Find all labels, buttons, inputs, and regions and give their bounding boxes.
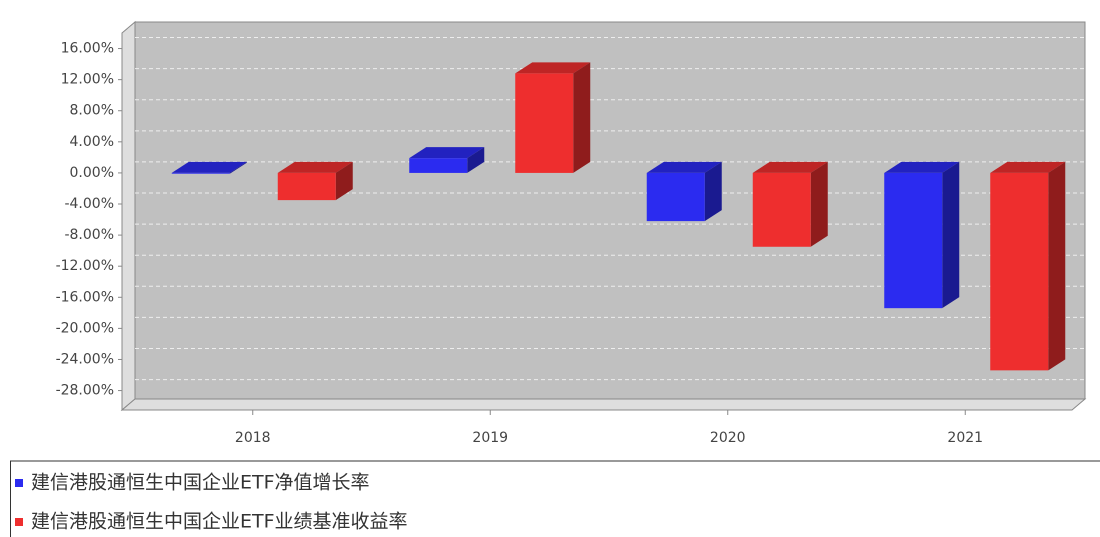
- bar-top: [409, 147, 485, 159]
- y-tick-label: -12.00%: [56, 258, 114, 274]
- y-tick-label: 4.00%: [70, 134, 114, 150]
- y-tick-label: -16.00%: [56, 289, 114, 305]
- bar-side: [229, 161, 247, 174]
- y-tick-label: -24.00%: [56, 351, 114, 367]
- y-tick-label: -8.00%: [64, 227, 114, 243]
- bar-side: [335, 161, 353, 201]
- bar-top: [990, 161, 1066, 173]
- bar: [990, 172, 1049, 371]
- x-tick-label: 2021: [947, 430, 983, 446]
- legend-swatch: [15, 479, 23, 487]
- x-tick-label: 2018: [235, 430, 271, 446]
- legend-swatch: [15, 518, 23, 526]
- bar: [515, 73, 574, 173]
- y-tick-label: 8.00%: [70, 103, 114, 119]
- bar: [884, 172, 943, 309]
- bar-side: [810, 161, 828, 247]
- bar-side: [1048, 161, 1066, 371]
- x-tick-label: 2019: [472, 430, 508, 446]
- floor: [120, 398, 1087, 411]
- bar-side: [573, 62, 591, 173]
- bar-top: [884, 161, 960, 173]
- legend-label: 建信港股通恒生中国企业ETF净值增长率: [31, 472, 370, 494]
- bar-side: [704, 161, 722, 222]
- bar: [409, 158, 468, 173]
- bar-top: [515, 62, 591, 74]
- bar: [277, 172, 336, 201]
- bar-top: [171, 161, 247, 173]
- bar: [171, 172, 230, 174]
- y-tick-label: -20.00%: [56, 320, 114, 336]
- bar-top: [277, 161, 353, 173]
- side-wall: [121, 20, 136, 412]
- y-tick-label: 16.00%: [61, 41, 114, 57]
- bar: [752, 172, 811, 247]
- y-tick-label: 0.00%: [70, 165, 114, 181]
- x-tick-label: 2020: [710, 430, 746, 446]
- bar: [646, 172, 705, 222]
- bar-top: [646, 161, 722, 173]
- bar-side: [942, 161, 960, 309]
- legend-label: 建信港股通恒生中国企业ETF业绩基准收益率: [31, 511, 408, 533]
- y-tick-label: -4.00%: [64, 196, 114, 212]
- bar-side: [467, 147, 485, 173]
- plot: 16.00% 12.00% 8.00% 4.00% 0.00% -4.00% -8.00% -…: [56, 20, 1087, 446]
- y-tick-label: 12.00%: [61, 72, 114, 88]
- y-tick-label: -28.00%: [56, 383, 114, 399]
- bar-top: [752, 161, 828, 173]
